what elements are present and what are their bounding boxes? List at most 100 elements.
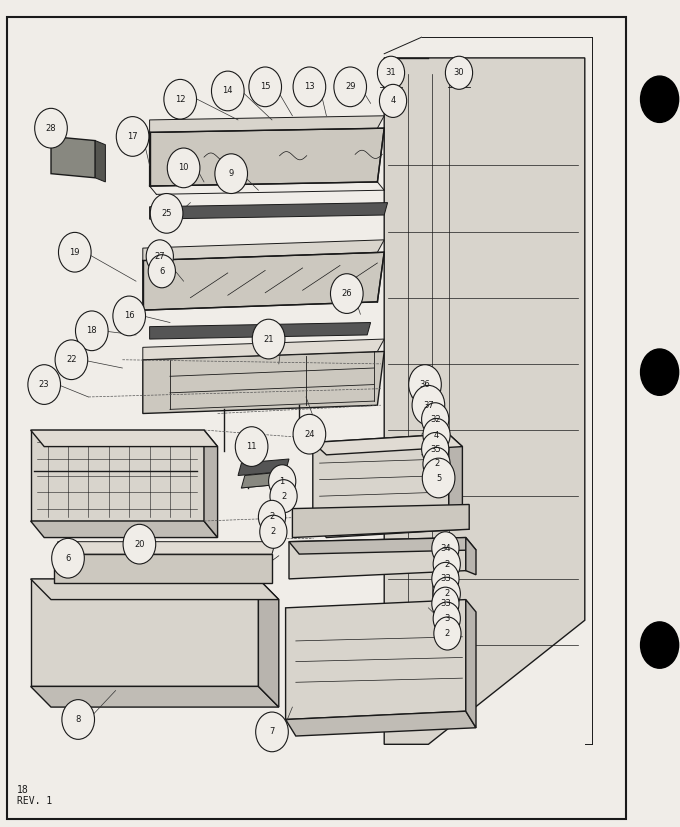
Polygon shape (289, 538, 466, 579)
Polygon shape (313, 513, 462, 538)
Text: 2: 2 (444, 590, 449, 598)
Polygon shape (286, 600, 466, 719)
Text: 12: 12 (175, 95, 186, 103)
Circle shape (330, 274, 363, 313)
Polygon shape (54, 554, 272, 583)
Polygon shape (143, 351, 384, 414)
Text: 18: 18 (86, 327, 97, 335)
Circle shape (164, 79, 197, 119)
Text: 4: 4 (390, 97, 396, 105)
Circle shape (116, 117, 149, 156)
Circle shape (75, 311, 108, 351)
Text: 32: 32 (430, 415, 441, 423)
Text: 18
REV. 1: 18 REV. 1 (17, 785, 52, 806)
Circle shape (270, 480, 297, 513)
Text: 24: 24 (304, 430, 315, 438)
Text: 17: 17 (127, 132, 138, 141)
Circle shape (235, 427, 268, 466)
Text: 25: 25 (161, 209, 172, 218)
Text: 7: 7 (269, 728, 275, 736)
Circle shape (293, 67, 326, 107)
Polygon shape (143, 240, 384, 261)
Polygon shape (150, 116, 384, 132)
Polygon shape (31, 579, 279, 600)
Circle shape (249, 67, 282, 107)
Text: 33: 33 (440, 575, 451, 583)
Circle shape (58, 232, 91, 272)
Text: 35: 35 (430, 445, 441, 453)
Circle shape (260, 515, 287, 548)
Polygon shape (51, 136, 95, 178)
Circle shape (434, 617, 461, 650)
Text: 15: 15 (260, 83, 271, 91)
Circle shape (55, 340, 88, 380)
Circle shape (35, 108, 67, 148)
Circle shape (379, 84, 407, 117)
Text: 16: 16 (124, 312, 135, 320)
Text: 6: 6 (65, 554, 71, 562)
Circle shape (146, 240, 173, 273)
Text: 2: 2 (445, 629, 450, 638)
Text: 14: 14 (222, 87, 233, 95)
Polygon shape (31, 579, 258, 686)
Text: 13: 13 (304, 83, 315, 91)
Text: 2: 2 (444, 560, 449, 568)
Text: 1: 1 (279, 477, 285, 485)
Circle shape (148, 255, 175, 288)
Circle shape (432, 587, 459, 620)
Text: 2: 2 (269, 513, 275, 521)
Circle shape (422, 403, 449, 436)
Polygon shape (313, 434, 462, 455)
Circle shape (412, 385, 445, 425)
Circle shape (445, 56, 473, 89)
Text: 5: 5 (436, 474, 441, 482)
Text: 9: 9 (228, 170, 234, 178)
Polygon shape (204, 430, 218, 538)
Circle shape (258, 500, 286, 533)
Circle shape (641, 76, 679, 122)
Circle shape (293, 414, 326, 454)
Polygon shape (54, 542, 275, 554)
Circle shape (423, 447, 450, 480)
Polygon shape (95, 141, 105, 182)
Text: 2: 2 (281, 492, 286, 500)
Circle shape (432, 532, 459, 565)
Circle shape (433, 577, 460, 610)
Text: 2: 2 (271, 528, 276, 536)
Text: 28: 28 (46, 124, 56, 132)
FancyBboxPatch shape (7, 17, 626, 819)
Text: 4: 4 (434, 431, 439, 439)
Circle shape (423, 418, 450, 452)
Text: 23: 23 (39, 380, 50, 389)
Text: 10: 10 (178, 164, 189, 172)
Text: 6: 6 (159, 267, 165, 275)
Text: 29: 29 (345, 83, 356, 91)
Text: 37: 37 (423, 401, 434, 409)
Polygon shape (150, 203, 388, 219)
Polygon shape (286, 711, 476, 736)
Polygon shape (384, 58, 585, 744)
Circle shape (28, 365, 61, 404)
Polygon shape (449, 434, 462, 529)
Polygon shape (31, 521, 218, 538)
Circle shape (150, 194, 183, 233)
Circle shape (334, 67, 367, 107)
Circle shape (409, 365, 441, 404)
Circle shape (433, 602, 460, 635)
Circle shape (433, 547, 460, 581)
Text: 33: 33 (440, 600, 451, 608)
Text: 22: 22 (66, 356, 77, 364)
Circle shape (432, 562, 459, 595)
Polygon shape (466, 600, 476, 728)
Circle shape (62, 700, 95, 739)
Polygon shape (31, 430, 218, 447)
Polygon shape (150, 128, 384, 186)
Circle shape (641, 622, 679, 668)
Polygon shape (258, 579, 279, 707)
Circle shape (252, 319, 285, 359)
Polygon shape (143, 252, 384, 310)
Polygon shape (143, 339, 384, 360)
Text: 26: 26 (341, 289, 352, 298)
Text: 30: 30 (454, 69, 464, 77)
Circle shape (422, 433, 449, 466)
